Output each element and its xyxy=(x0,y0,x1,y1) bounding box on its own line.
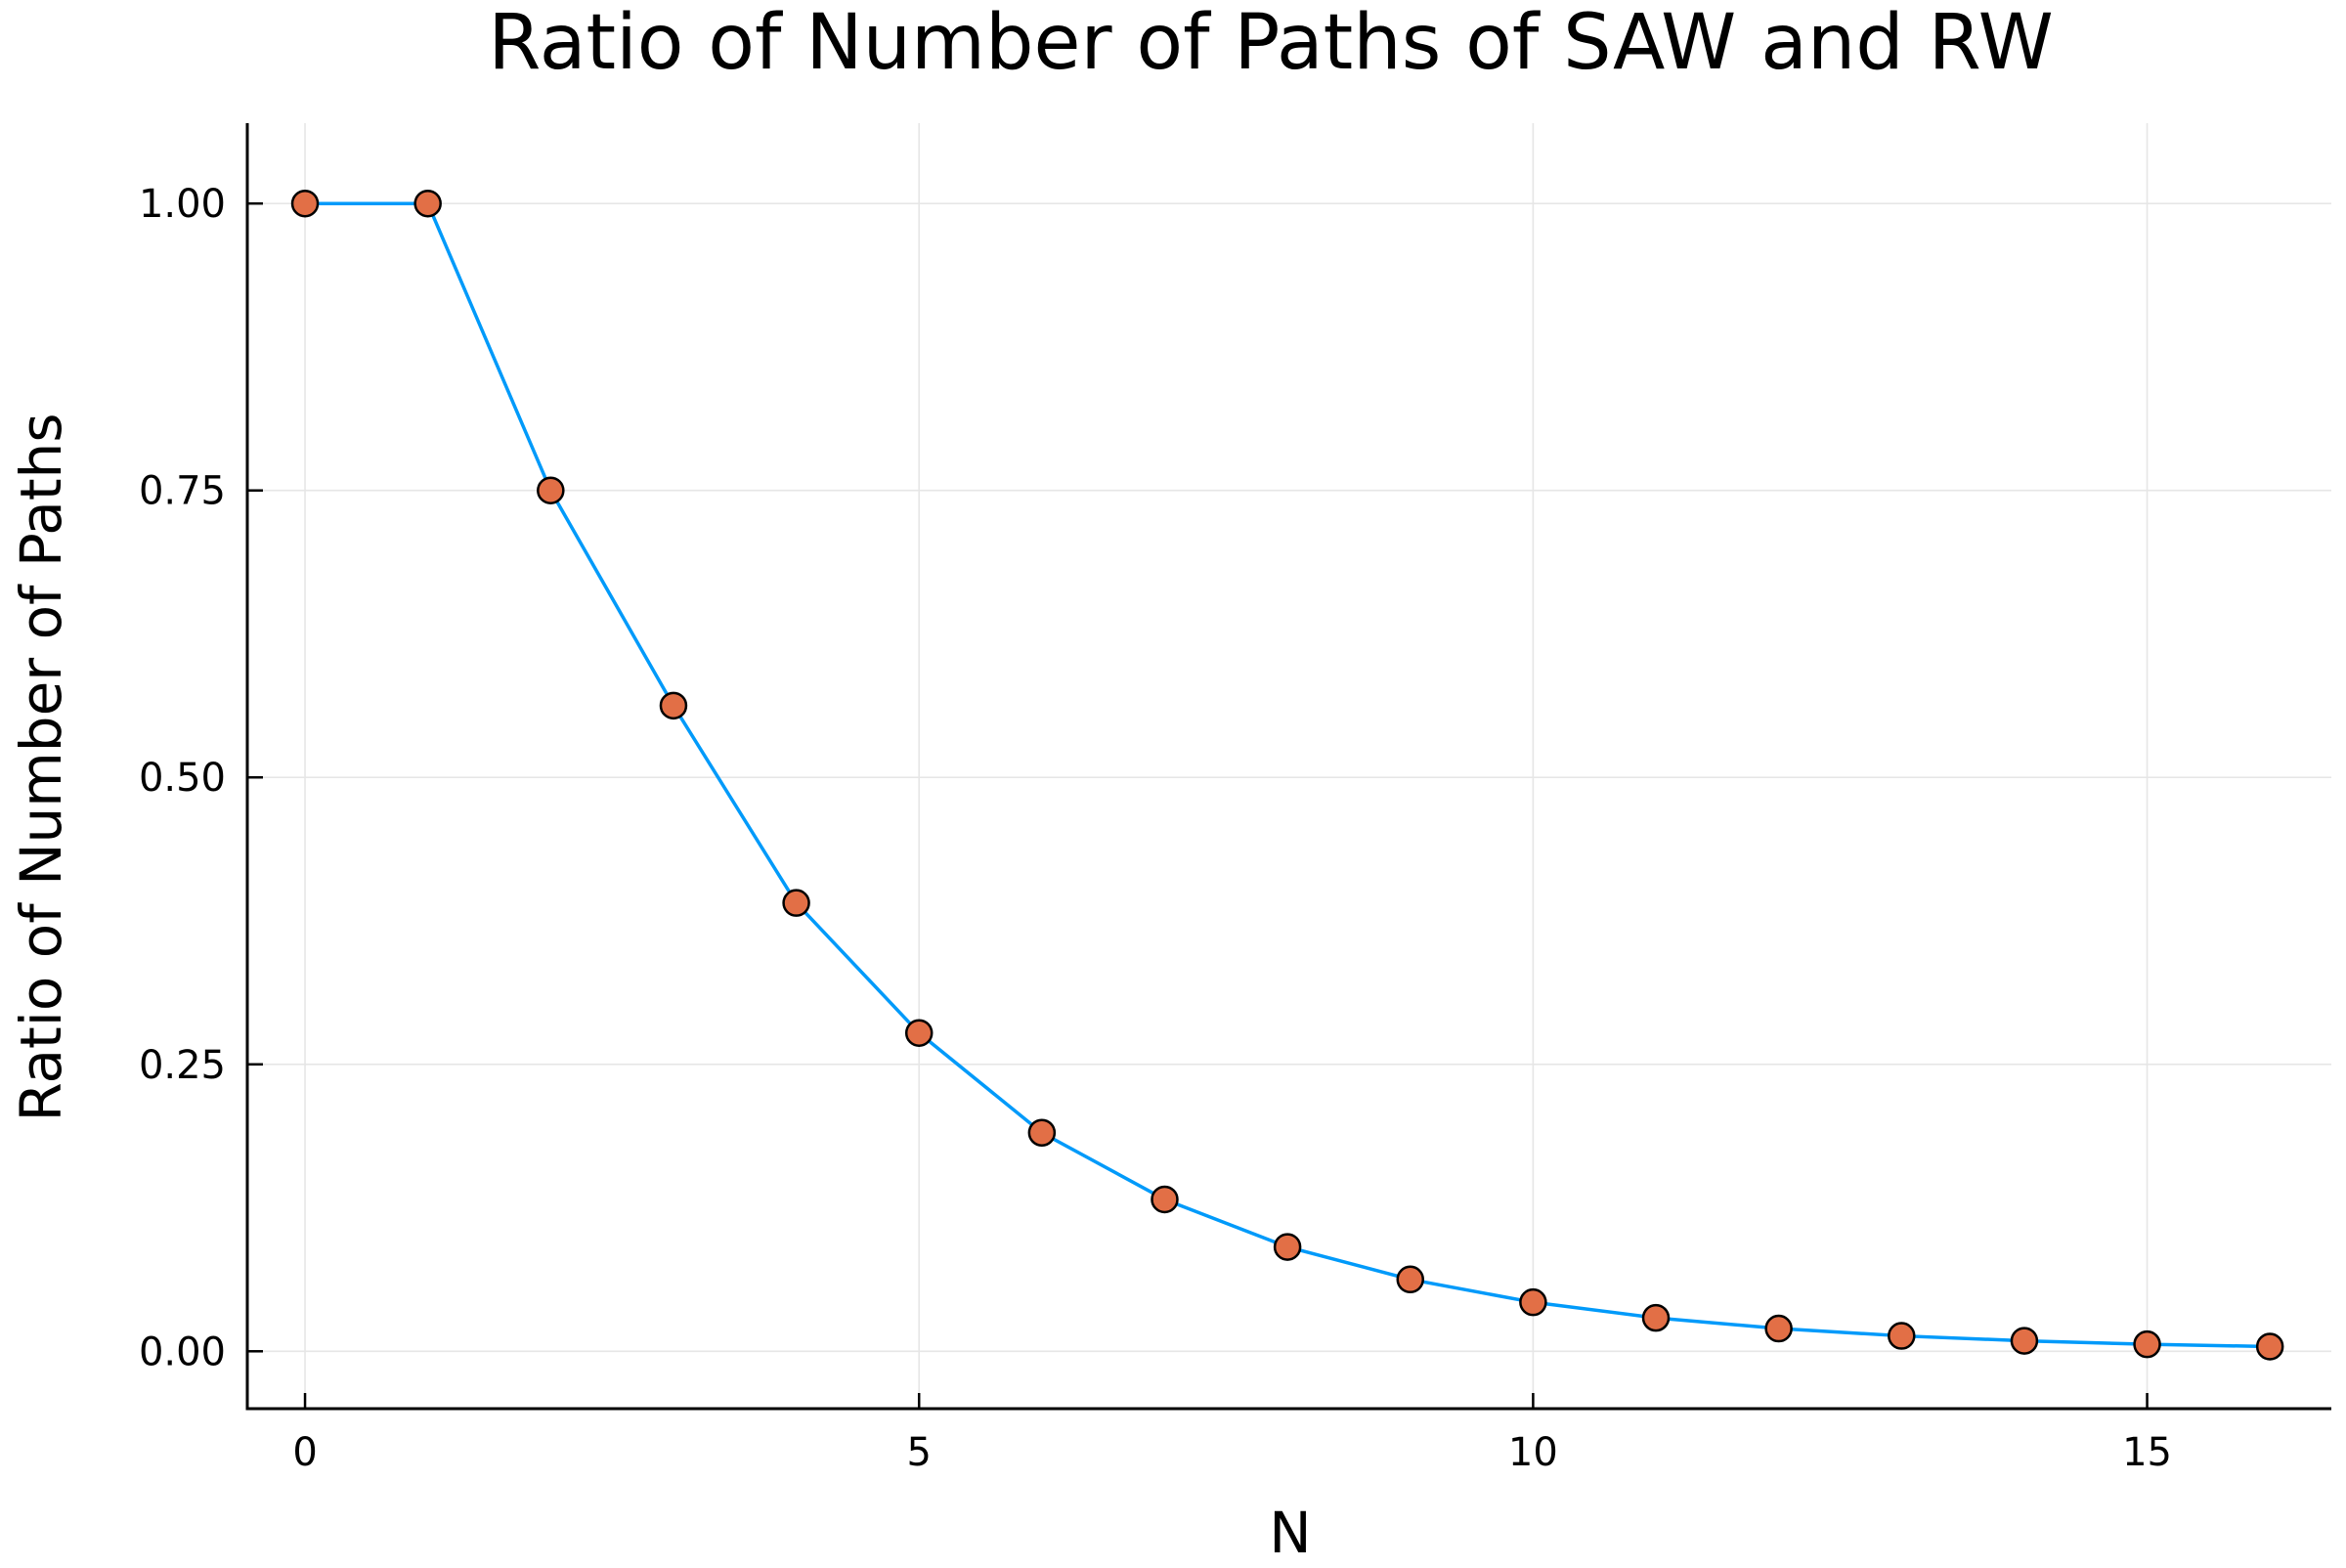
y-tick-label: 0.75 xyxy=(139,469,226,514)
data-point xyxy=(1396,1265,1424,1294)
chart-title: Ratio of Number of Paths of SAW and RW xyxy=(488,0,2054,87)
x-tick-label: 10 xyxy=(1508,1430,1558,1475)
x-tick-label: 5 xyxy=(906,1430,931,1475)
data-point xyxy=(1273,1233,1302,1261)
grid xyxy=(247,123,2331,1409)
tick-labels: 0 5 10 15 0.00 0.25 0.50 0.75 1.00 xyxy=(139,182,2172,1475)
data-point xyxy=(1027,1118,1057,1147)
data-point xyxy=(1764,1314,1793,1343)
data-point xyxy=(1641,1303,1671,1332)
x-tick-label: 0 xyxy=(292,1430,317,1475)
data-point xyxy=(904,1019,934,1047)
y-tick-label: 0.25 xyxy=(139,1043,226,1088)
x-tick-label: 15 xyxy=(2122,1430,2172,1475)
data-point xyxy=(537,476,565,504)
y-tick-label: 0.50 xyxy=(139,756,226,801)
series-marker-layer xyxy=(290,189,2284,1361)
data-point xyxy=(290,189,320,218)
x-axis-title: N xyxy=(1269,1500,1311,1564)
data-point xyxy=(659,691,688,720)
data-point xyxy=(2010,1327,2039,1355)
data-point xyxy=(1519,1287,1547,1317)
axes xyxy=(245,123,2331,1411)
data-point xyxy=(2133,1329,2161,1359)
data-point xyxy=(1888,1322,1916,1350)
y-tick-label: 1.00 xyxy=(139,182,226,227)
data-point xyxy=(2255,1332,2284,1361)
y-tick-label: 0.00 xyxy=(139,1329,226,1374)
data-point xyxy=(413,189,442,218)
data-point xyxy=(782,889,810,917)
y-axis-title: Ratio of Number of Paths xyxy=(8,413,74,1121)
data-point xyxy=(1151,1185,1179,1214)
